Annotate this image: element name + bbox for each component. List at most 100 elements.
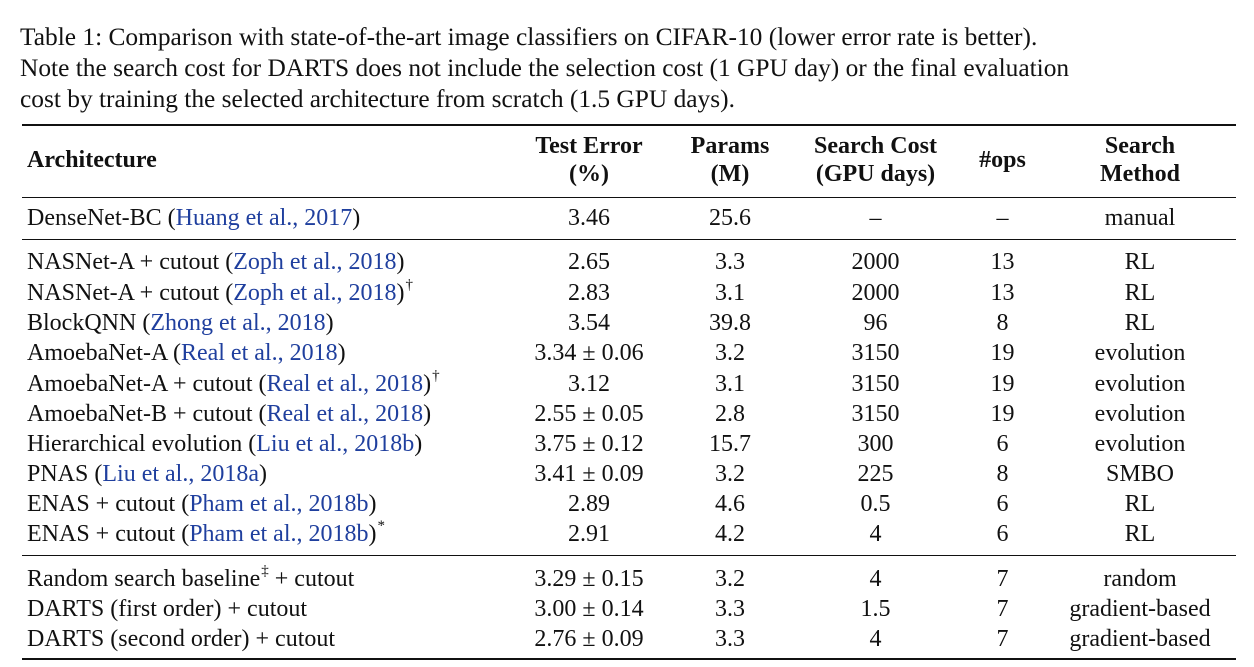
search-cost-cell: 4 <box>869 626 882 652</box>
table-top-rule <box>22 124 1236 126</box>
search-cost-cell: 4 <box>869 566 882 592</box>
search-cost-cell: 3150 <box>851 371 900 397</box>
header-architecture: Architecture <box>27 147 157 173</box>
search-method-cell: evolution <box>1094 401 1186 427</box>
ops-cell: 8 <box>996 310 1009 336</box>
architecture-cell: DenseNet-BC (Huang et al., 2017) <box>27 205 361 231</box>
footnote-mark: * <box>377 518 386 534</box>
architecture-cell: BlockQNN (Zhong et al., 2018) <box>27 310 334 336</box>
table-row: ENAS + cutout (Pham et al., 2018b)* 2.91 4… <box>0 518 1254 549</box>
header-search-cost: Search Cost (GPU days) <box>814 133 937 187</box>
architecture-cell: DARTS (first order) + cutout <box>27 596 308 622</box>
test-error-cell: 3.00 ± 0.14 <box>534 596 644 622</box>
caption-line: Note the search cost for DARTS does not … <box>20 54 1070 82</box>
citation-link[interactable]: Zoph et al., 2018 <box>233 249 397 275</box>
test-error-cell: 2.76 ± 0.09 <box>534 626 644 652</box>
citation-link[interactable]: Pham et al., 2018b <box>189 521 369 547</box>
table-row: Random search baseline‡ + cutout 3.29 ± 0… <box>0 563 1254 594</box>
ops-cell: – <box>996 205 1009 231</box>
test-error-cell: 3.29 ± 0.15 <box>534 566 644 592</box>
ops-cell: 7 <box>996 626 1009 652</box>
citation-link[interactable]: Pham et al., 2018b <box>189 491 369 517</box>
search-method-cell: evolution <box>1094 431 1186 457</box>
header-rule <box>22 197 1236 198</box>
table-row: DARTS (first order) + cutout 3.00 ± 0.14 3… <box>0 594 1254 624</box>
params-cell: 4.2 <box>715 521 745 547</box>
ops-cell: 19 <box>990 371 1015 397</box>
search-method-cell: gradient-based <box>1069 596 1211 622</box>
architecture-cell: PNAS (Liu et al., 2018a) <box>27 461 267 487</box>
search-cost-cell: 96 <box>863 310 888 336</box>
test-error-cell: 3.54 <box>568 310 610 336</box>
architecture-cell: ENAS + cutout (Pham et al., 2018b)* <box>27 518 386 547</box>
table-header: Architecture Test Error (%) Params (M) S… <box>0 132 1254 192</box>
search-cost-cell: 2000 <box>851 249 900 275</box>
citation-link[interactable]: Real et al., 2018 <box>266 371 424 397</box>
citation-link[interactable]: Liu et al., 2018a <box>102 461 259 487</box>
citation-link[interactable]: Huang et al., 2017 <box>175 205 353 231</box>
params-cell: 3.2 <box>715 340 745 366</box>
params-cell: 3.2 <box>715 461 745 487</box>
search-method-cell: RL <box>1124 310 1156 336</box>
citation-link[interactable]: Real et al., 2018 <box>266 401 424 427</box>
citation-link[interactable]: Liu et al., 2018b <box>256 431 415 457</box>
params-cell: 3.2 <box>715 566 745 592</box>
search-method-cell: RL <box>1124 280 1156 306</box>
architecture-cell: ENAS + cutout (Pham et al., 2018b) <box>27 491 377 517</box>
ops-cell: 7 <box>996 566 1009 592</box>
header-ops: #ops <box>979 147 1026 173</box>
search-method-cell: RL <box>1124 491 1156 517</box>
architecture-cell: AmoebaNet-A (Real et al., 2018) <box>27 340 346 366</box>
test-error-cell: 3.34 ± 0.06 <box>534 340 644 366</box>
ops-cell: 6 <box>996 431 1009 457</box>
table-row: NASNet-A + cutout (Zoph et al., 2018) 2.6… <box>0 247 1254 277</box>
ops-cell: 13 <box>990 280 1015 306</box>
search-cost-cell: 0.5 <box>860 491 891 517</box>
footnote-mark: † <box>405 277 414 293</box>
search-method-cell: manual <box>1104 205 1176 231</box>
footnote-mark: † <box>432 368 440 384</box>
citation-link[interactable]: Zoph et al., 2018 <box>233 280 397 306</box>
header-params: Params (M) <box>690 133 770 187</box>
architecture-cell: Random search baseline‡ + cutout <box>27 563 355 592</box>
table-row: BlockQNN (Zhong et al., 2018) 3.54 39.8 96 8… <box>0 308 1254 338</box>
test-error-cell: 3.41 ± 0.09 <box>534 461 644 487</box>
params-cell: 15.7 <box>709 431 751 457</box>
params-cell: 3.3 <box>715 249 745 275</box>
search-method-cell: evolution <box>1094 340 1186 366</box>
table-row: AmoebaNet-B + cutout (Real et al., 2018)… <box>0 399 1254 429</box>
table-caption: Table 1: Comparison with state-of-the-ar… <box>20 22 1242 115</box>
params-cell: 3.1 <box>715 280 745 306</box>
search-method-cell: RL <box>1124 249 1156 275</box>
search-cost-cell: – <box>869 205 882 231</box>
params-cell: 3.3 <box>715 626 745 652</box>
caption-line: Table 1: Comparison with state-of-the-ar… <box>20 23 1038 51</box>
test-error-cell: 3.46 <box>568 205 610 231</box>
search-cost-cell: 3150 <box>851 401 900 427</box>
test-error-cell: 2.89 <box>568 491 610 517</box>
test-error-cell: 2.83 <box>568 280 610 306</box>
table-row: Hierarchical evolution (Liu et al., 2018… <box>0 429 1254 459</box>
ops-cell: 19 <box>990 401 1015 427</box>
ops-cell: 19 <box>990 340 1015 366</box>
architecture-cell: NASNet-A + cutout (Zoph et al., 2018) <box>27 249 405 275</box>
header-search-method: Search Method <box>1100 133 1180 187</box>
ops-cell: 6 <box>996 491 1009 517</box>
search-cost-cell: 2000 <box>851 280 900 306</box>
table-row: NASNet-A + cutout (Zoph et al., 2018)† 2.… <box>0 277 1254 308</box>
group-rule-1 <box>22 239 1236 240</box>
search-cost-cell: 3150 <box>851 340 900 366</box>
search-method-cell: RL <box>1124 521 1156 547</box>
citation-link[interactable]: Real et al., 2018 <box>180 340 338 366</box>
table-row: DARTS (second order) + cutout 2.76 ± 0.09… <box>0 624 1254 654</box>
ops-cell: 8 <box>996 461 1009 487</box>
search-method-cell: gradient-based <box>1069 626 1211 652</box>
test-error-cell: 3.12 <box>568 371 610 397</box>
test-error-cell: 2.91 <box>568 521 610 547</box>
params-cell: 2.8 <box>715 401 745 427</box>
table-row: PNAS (Liu et al., 2018a) 3.41 ± 0.09 3.2 22… <box>0 459 1254 489</box>
citation-link[interactable]: Zhong et al., 2018 <box>150 310 326 336</box>
params-cell: 39.8 <box>709 310 751 336</box>
table-row: ENAS + cutout (Pham et al., 2018b) 2.89 4.… <box>0 489 1254 519</box>
ops-cell: 6 <box>996 521 1009 547</box>
